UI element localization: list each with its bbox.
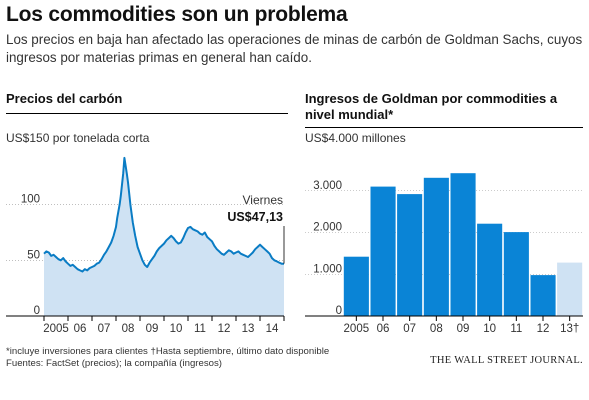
coal-price-line [43,156,284,273]
coal-x-tick-label: 08 [122,323,135,335]
footnote: *incluye inversiones para clientes †Hast… [6,346,330,357]
coal-x-tick-label: 11 [194,323,206,335]
revenue-chart: 0 1.000 2.000 3.000 2005 06 07 08 09 10 11 12 13† [305,173,583,335]
coal-chart-rule [6,113,288,114]
wsj-logo: THE WALL STREET JOURNAL. [430,355,583,366]
page-subtitle: Los precios en baja han afectado las ope… [6,32,583,65]
revenue-chart-title-text: Ingresos de Goldman por commodities a ni… [305,91,558,122]
revenue-x-tick-label: 07 [403,323,416,335]
coal-x-tick-label: 10 [170,323,183,335]
revenue-bar [343,256,369,316]
revenue-chart-title: Ingresos de Goldman por commodities a ni… [305,91,577,123]
revenue-x-tick-label: 13† [560,323,579,335]
coal-x-tick-label: 09 [146,323,159,335]
coal-price-area [44,157,284,316]
revenue-y-tick-label: 2.000 [313,222,342,234]
revenue-bar [397,194,423,316]
revenue-x-tick-label: 08 [430,323,443,335]
coal-y-tick-label: 0 [34,305,40,317]
coal-annotation-value: US$47,13 [227,210,283,224]
coal-chart-unit-label: US$150 por tonelada corta [6,131,150,145]
revenue-bar [530,275,556,316]
revenue-x-tick-label: 06 [377,323,390,335]
coal-x-tick-label: 06 [74,323,87,335]
revenue-bar [477,223,503,316]
revenue-x-tick-label: 12 [537,323,550,335]
page-title: Los commodities son un problema [6,3,348,26]
revenue-chart-unit-label: US$4.000 millones [305,131,406,145]
coal-annotation-label: Viernes [243,193,283,207]
coal-x-tick-label: 07 [98,323,111,335]
revenue-y-tick-label: 1.000 [313,263,342,275]
revenue-x-tick-label: 11 [510,323,522,335]
revenue-x-tick-label: 10 [483,323,496,335]
sources: Fuentes: FactSet (precios); la compañía … [6,358,222,369]
revenue-x-tick-label: 09 [457,323,470,335]
revenue-x-tick-label: 2005 [344,323,370,335]
revenue-bar [503,232,529,316]
revenue-y-tick-label: 3.000 [313,180,342,192]
revenue-bar [557,262,583,316]
coal-price-chart: 0 50 100 2005 06 07 08 09 10 11 12 13 14 Viernes US$47… [6,156,285,335]
revenue-bar [370,186,396,316]
coal-chart-title: Precios del carbón [6,91,123,106]
coal-x-tick-label: 14 [266,323,279,335]
coal-y-tick-label: 50 [27,249,40,261]
revenue-bar [450,173,476,316]
coal-x-tick-label: 2005 [43,323,69,335]
coal-x-tick-label: 13 [242,323,255,335]
revenue-chart-rule [305,127,583,128]
revenue-bar [423,177,449,316]
revenue-y-tick-label: 0 [336,305,342,317]
coal-x-tick-label: 12 [218,323,231,335]
coal-y-tick-label: 100 [21,194,40,206]
